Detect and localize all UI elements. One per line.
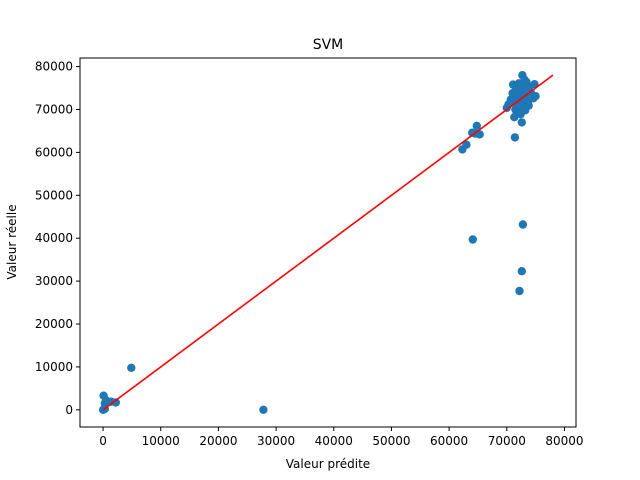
y-tick-label: 80000 [35,60,73,74]
x-tick-label: 20000 [199,434,237,448]
data-point [510,133,520,142]
x-tick-label: 50000 [372,434,410,448]
data-point [522,77,531,87]
y-tick-label: 20000 [35,317,73,331]
y-tick-label: 10000 [35,360,73,374]
plot-area [98,71,554,414]
data-point [515,286,524,296]
data-point [517,118,526,127]
data-point [517,267,526,276]
data-point [531,92,540,101]
data-point [111,398,121,407]
x-tick-label: 40000 [315,434,353,448]
y-tick-label: 30000 [35,274,73,288]
y-axis: 0 10000 20000 30000 40000 50000 60000 70000 8000… [35,60,80,417]
y-tick-label: 70000 [35,102,73,116]
y-tick-label: 50000 [35,188,73,202]
x-axis: 0 10000 20000 30000 40000 50000 60000 70000 8000… [99,427,584,448]
data-point [127,363,136,372]
data-point [518,220,528,229]
data-point [468,235,477,244]
x-tick-label: 80000 [545,434,583,448]
x-tick-label: 30000 [257,434,295,448]
y-axis-label: Valeur réelle [5,204,19,279]
data-point [462,140,471,149]
plot-frame [79,57,577,428]
x-tick-label: 0 [99,434,107,448]
fit-line [102,74,554,411]
x-tick-label: 10000 [142,434,180,448]
data-point [511,85,521,95]
y-tick-label: 40000 [35,231,73,245]
y-tick-label: 0 [65,403,73,417]
chart-title: SVM [313,37,344,53]
x-axis-label: Valeur prédite [286,457,370,471]
x-tick-label: 70000 [488,434,526,448]
data-point [524,101,533,110]
y-tick-label: 60000 [35,145,73,159]
data-point [530,80,539,89]
data-point [259,405,268,414]
data-point [472,121,481,130]
x-tick-label: 60000 [430,434,468,448]
